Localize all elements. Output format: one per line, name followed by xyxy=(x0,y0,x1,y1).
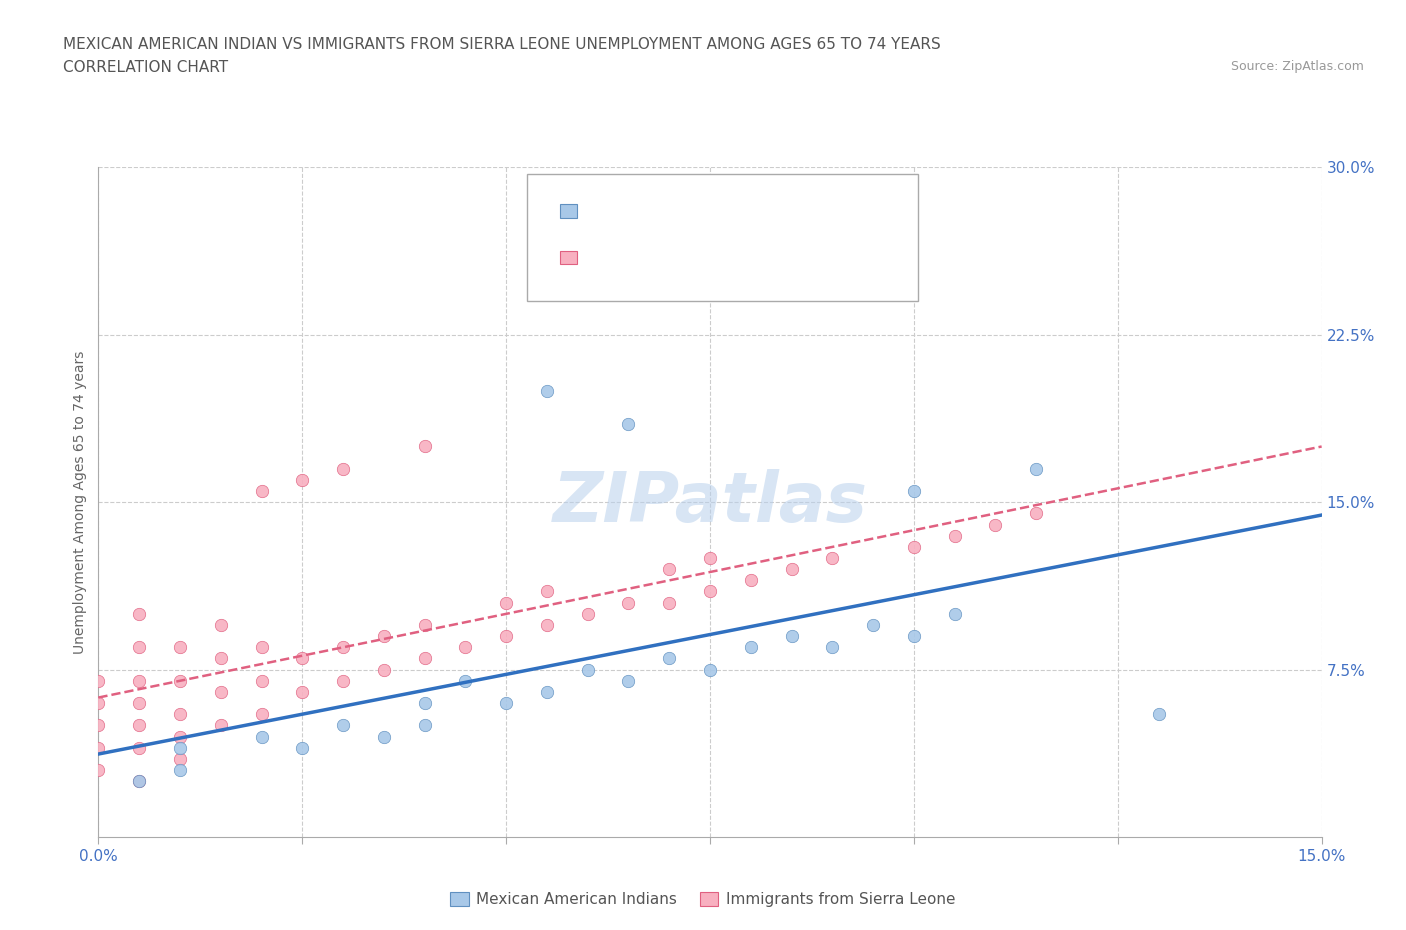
Point xyxy=(1025,461,1047,476)
Point xyxy=(250,673,273,688)
FancyBboxPatch shape xyxy=(526,174,918,301)
Point xyxy=(128,606,150,621)
Point xyxy=(169,640,191,655)
Point xyxy=(617,595,640,610)
Point xyxy=(373,629,395,644)
Point xyxy=(169,740,191,755)
Point xyxy=(128,718,150,733)
Point xyxy=(169,707,191,722)
Point xyxy=(250,729,273,744)
Point xyxy=(903,484,925,498)
Point xyxy=(169,729,191,744)
Point xyxy=(1147,707,1170,722)
Text: R = 0.479: R = 0.479 xyxy=(603,202,702,219)
Text: N = 55: N = 55 xyxy=(751,249,818,267)
Point xyxy=(128,774,150,789)
Point xyxy=(862,618,884,632)
Point xyxy=(699,584,721,599)
Point xyxy=(169,763,191,777)
Point xyxy=(209,618,232,632)
Point xyxy=(209,684,232,699)
Point xyxy=(740,640,762,655)
Point xyxy=(454,673,477,688)
Legend: Mexican American Indians, Immigrants from Sierra Leone: Mexican American Indians, Immigrants fro… xyxy=(444,885,962,913)
Point xyxy=(169,673,191,688)
Point xyxy=(536,618,558,632)
Point xyxy=(332,461,354,476)
Point xyxy=(250,707,273,722)
Point xyxy=(943,606,966,621)
Point xyxy=(128,740,150,755)
Point xyxy=(87,740,110,755)
Point xyxy=(128,774,150,789)
Point xyxy=(780,629,803,644)
Point xyxy=(169,751,191,766)
Point xyxy=(373,662,395,677)
Point xyxy=(617,417,640,432)
Point xyxy=(87,696,110,711)
Point xyxy=(413,439,436,454)
Point xyxy=(658,562,681,577)
Point xyxy=(740,573,762,588)
Point xyxy=(821,640,844,655)
Point xyxy=(373,729,395,744)
Point xyxy=(413,696,436,711)
Point xyxy=(617,673,640,688)
Point xyxy=(984,517,1007,532)
FancyBboxPatch shape xyxy=(560,205,578,218)
Point xyxy=(699,551,721,565)
Point xyxy=(495,595,517,610)
Point xyxy=(658,595,681,610)
Text: Source: ZipAtlas.com: Source: ZipAtlas.com xyxy=(1230,60,1364,73)
Y-axis label: Unemployment Among Ages 65 to 74 years: Unemployment Among Ages 65 to 74 years xyxy=(73,351,87,654)
Point xyxy=(413,651,436,666)
Point xyxy=(699,662,721,677)
Text: MEXICAN AMERICAN INDIAN VS IMMIGRANTS FROM SIERRA LEONE UNEMPLOYMENT AMONG AGES : MEXICAN AMERICAN INDIAN VS IMMIGRANTS FR… xyxy=(63,37,941,52)
Point xyxy=(332,718,354,733)
Point xyxy=(128,696,150,711)
Point xyxy=(536,584,558,599)
Point xyxy=(250,484,273,498)
Point xyxy=(128,640,150,655)
Point xyxy=(291,651,314,666)
Point xyxy=(87,673,110,688)
FancyBboxPatch shape xyxy=(560,251,578,264)
Point xyxy=(536,383,558,398)
Point xyxy=(943,528,966,543)
Point xyxy=(250,640,273,655)
Point xyxy=(658,651,681,666)
Point xyxy=(413,718,436,733)
Point xyxy=(413,618,436,632)
Point xyxy=(903,539,925,554)
Point xyxy=(495,629,517,644)
Point xyxy=(332,673,354,688)
Point xyxy=(1025,506,1047,521)
Point xyxy=(576,606,599,621)
Point xyxy=(291,740,314,755)
Point xyxy=(87,718,110,733)
Point xyxy=(332,640,354,655)
Point xyxy=(291,684,314,699)
Point xyxy=(209,651,232,666)
Point xyxy=(821,551,844,565)
Point xyxy=(209,718,232,733)
Text: CORRELATION CHART: CORRELATION CHART xyxy=(63,60,228,75)
Point xyxy=(903,629,925,644)
Text: ZIPatlas: ZIPatlas xyxy=(553,469,868,536)
Point xyxy=(536,684,558,699)
Text: R = 0.128: R = 0.128 xyxy=(603,249,702,267)
Point xyxy=(128,673,150,688)
Point xyxy=(454,640,477,655)
Point xyxy=(495,696,517,711)
Text: N = 27: N = 27 xyxy=(751,202,818,219)
Point xyxy=(576,662,599,677)
Point xyxy=(291,472,314,487)
Point xyxy=(87,763,110,777)
Point xyxy=(780,562,803,577)
